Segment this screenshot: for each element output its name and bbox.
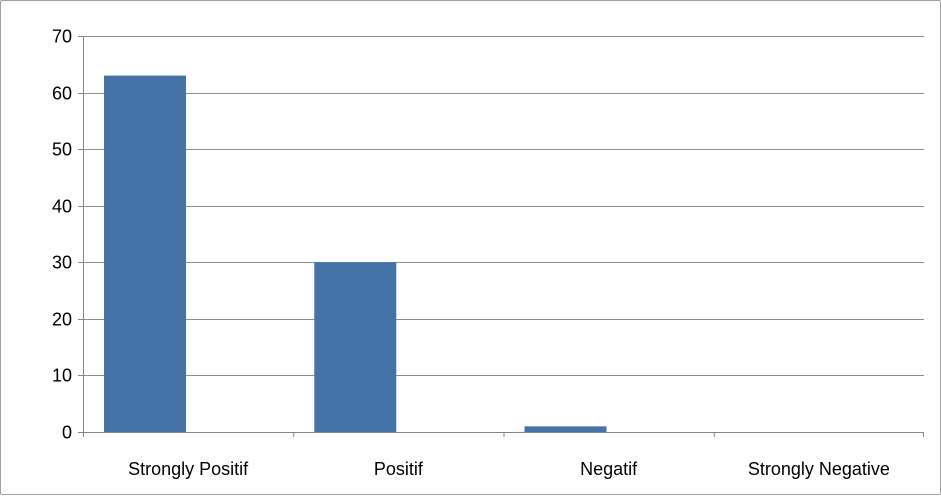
x-tick-label: Strongly Negative [748,459,890,479]
y-tick-label: 30 [52,253,72,273]
y-tick-labels: 0 10 20 30 40 50 60 70 [52,27,72,443]
bars [104,75,607,432]
y-tick-label: 0 [62,423,72,443]
bar [314,262,397,432]
x-tick-labels: Strongly Positif Positif Negatif Strongly N… [128,459,890,479]
y-tick-label: 10 [52,366,72,386]
bar [524,426,607,432]
y-tick-label: 20 [52,310,72,330]
x-tick-label: Negatif [580,459,638,479]
x-tick-label: Strongly Positif [128,459,249,479]
y-tick-label: 40 [52,197,72,217]
bar [104,75,187,432]
y-tick-label: 70 [52,27,72,47]
x-tick-label: Positif [374,459,424,479]
y-tick-label: 60 [52,84,72,104]
axes [78,36,924,437]
y-tick-label: 50 [52,140,72,160]
gridlines [83,36,924,376]
